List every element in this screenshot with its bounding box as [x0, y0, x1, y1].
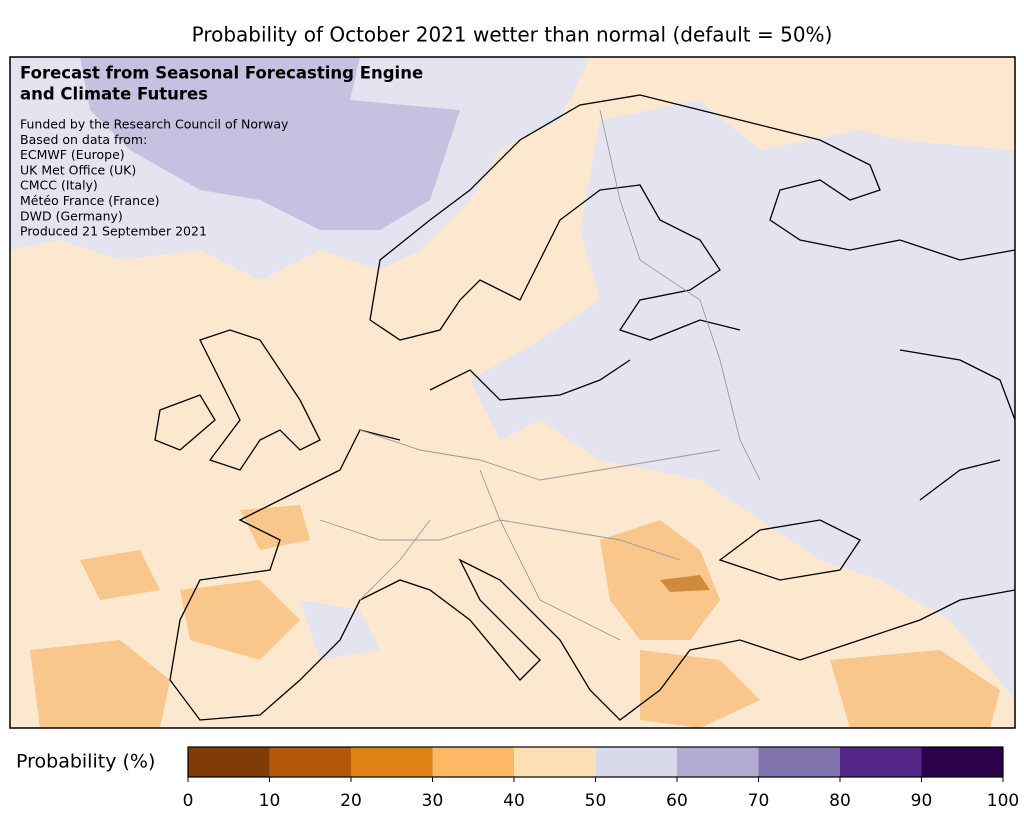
- annotation-line: Météo France (France): [20, 193, 160, 208]
- region-wet: [470, 100, 1015, 700]
- annotation-line: CMCC (Italy): [20, 178, 98, 193]
- colorbar-segment: [432, 747, 514, 777]
- annotation-line: Based on data from:: [20, 132, 147, 147]
- region-driest: [660, 575, 710, 592]
- colorbar-segment: [595, 747, 677, 777]
- region-wet: [300, 600, 380, 660]
- colorbar-segment: [188, 747, 270, 777]
- region-dry: [700, 57, 1015, 150]
- region-drier: [640, 650, 760, 728]
- region-drier: [240, 505, 310, 550]
- colorbar-tick-label: 70: [748, 791, 770, 811]
- map: [9, 56, 1016, 729]
- map-title: Probability of October 2021 wetter than …: [192, 23, 833, 47]
- coastline: [154, 94, 1015, 721]
- colorbar-segment: [921, 747, 1003, 777]
- region-drier: [30, 640, 170, 728]
- annotation-heading: and Climate Futures: [20, 85, 208, 104]
- region-wetter: [80, 57, 460, 230]
- annotation-line: Funded by the Research Council of Norway: [20, 117, 289, 132]
- annotation: Funded by the Research Council of Norway…: [20, 117, 289, 239]
- annotation-line: UK Met Office (UK): [20, 162, 136, 177]
- colorbar-label: Probability (%): [16, 751, 155, 773]
- colorbar-segment: [758, 747, 840, 777]
- colorbar-tick-label: 0: [183, 791, 194, 811]
- region-drier: [180, 580, 300, 660]
- colorbar-tick-label: 50: [585, 791, 607, 811]
- colorbar-segment: [351, 747, 433, 777]
- colorbar-segment: [840, 747, 922, 777]
- colorbar-tick-label: 40: [503, 791, 525, 811]
- colorbar-tick-label: 20: [340, 791, 362, 811]
- colorbar-segment: [514, 747, 596, 777]
- colorbar-segment: [677, 747, 759, 777]
- annotation-line: DWD (Germany): [20, 208, 123, 223]
- colorbar-tick-label: 60: [666, 791, 688, 811]
- annotation-line: Produced 21 September 2021: [20, 224, 207, 239]
- annotation-heading: Forecast from Seasonal Forecasting Engin…: [20, 64, 423, 83]
- borders: [319, 109, 761, 641]
- colorbar: 0 10 20 30 40 50 60 70 80 90 100: [183, 746, 1019, 811]
- region-drier: [830, 650, 1000, 728]
- colorbar-tick-label: 80: [829, 791, 851, 811]
- colorbar-tick-label: 30: [422, 791, 444, 811]
- map-frame: [9, 56, 1016, 729]
- annotation-line: ECMWF (Europe): [20, 147, 125, 162]
- region-drier: [80, 550, 160, 600]
- colorbar-segment: [269, 747, 351, 777]
- colorbar-tick-label: 100: [987, 791, 1019, 811]
- colorbar-tick-label: 90: [911, 791, 933, 811]
- colorbar-tick-label: 10: [259, 791, 281, 811]
